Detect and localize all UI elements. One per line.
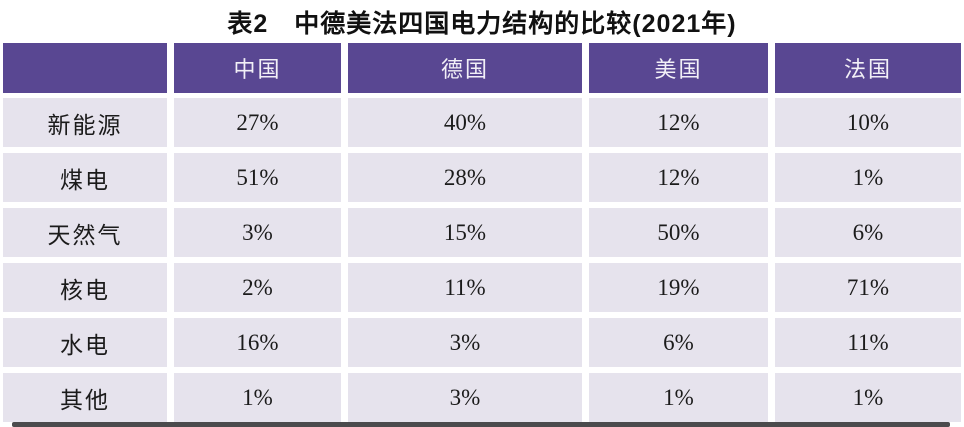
value-cell: 11% bbox=[348, 263, 582, 312]
value-cell: 1% bbox=[589, 373, 768, 422]
row-label: 新能源 bbox=[3, 98, 167, 147]
row-label: 其他 bbox=[3, 373, 167, 422]
value-cell: 12% bbox=[589, 153, 768, 202]
value-cell: 16% bbox=[174, 318, 341, 367]
value-cell: 3% bbox=[174, 208, 341, 257]
value-cell: 1% bbox=[775, 153, 961, 202]
value-cell: 6% bbox=[589, 318, 768, 367]
value-cell: 27% bbox=[174, 98, 341, 147]
value-cell: 71% bbox=[775, 263, 961, 312]
value-cell: 50% bbox=[589, 208, 768, 257]
value-cell: 40% bbox=[348, 98, 582, 147]
value-cell: 10% bbox=[775, 98, 961, 147]
value-cell: 6% bbox=[775, 208, 961, 257]
value-cell: 12% bbox=[589, 98, 768, 147]
row-label: 天然气 bbox=[3, 208, 167, 257]
column-header-germany: 德国 bbox=[348, 43, 582, 93]
bottom-edge-bar bbox=[12, 422, 950, 427]
value-cell: 15% bbox=[348, 208, 582, 257]
column-header-usa: 美国 bbox=[589, 43, 768, 93]
value-cell: 2% bbox=[174, 263, 341, 312]
column-header-empty bbox=[3, 43, 167, 93]
value-cell: 1% bbox=[174, 373, 341, 422]
value-cell: 28% bbox=[348, 153, 582, 202]
table-title: 表2 中德美法四国电力结构的比较(2021年) bbox=[227, 9, 737, 38]
value-cell: 19% bbox=[589, 263, 768, 312]
row-label: 核电 bbox=[3, 263, 167, 312]
value-cell: 51% bbox=[174, 153, 341, 202]
value-cell: 11% bbox=[775, 318, 961, 367]
value-cell: 3% bbox=[348, 373, 582, 422]
value-cell: 1% bbox=[775, 373, 961, 422]
column-header-china: 中国 bbox=[174, 43, 341, 93]
column-header-france: 法国 bbox=[775, 43, 961, 93]
row-label: 煤电 bbox=[3, 153, 167, 202]
comparison-table: 中国 德国 美国 法国 新能源 27% 40% 12% 10% 煤电 51% 2… bbox=[0, 43, 964, 422]
row-label: 水电 bbox=[3, 318, 167, 367]
value-cell: 3% bbox=[348, 318, 582, 367]
